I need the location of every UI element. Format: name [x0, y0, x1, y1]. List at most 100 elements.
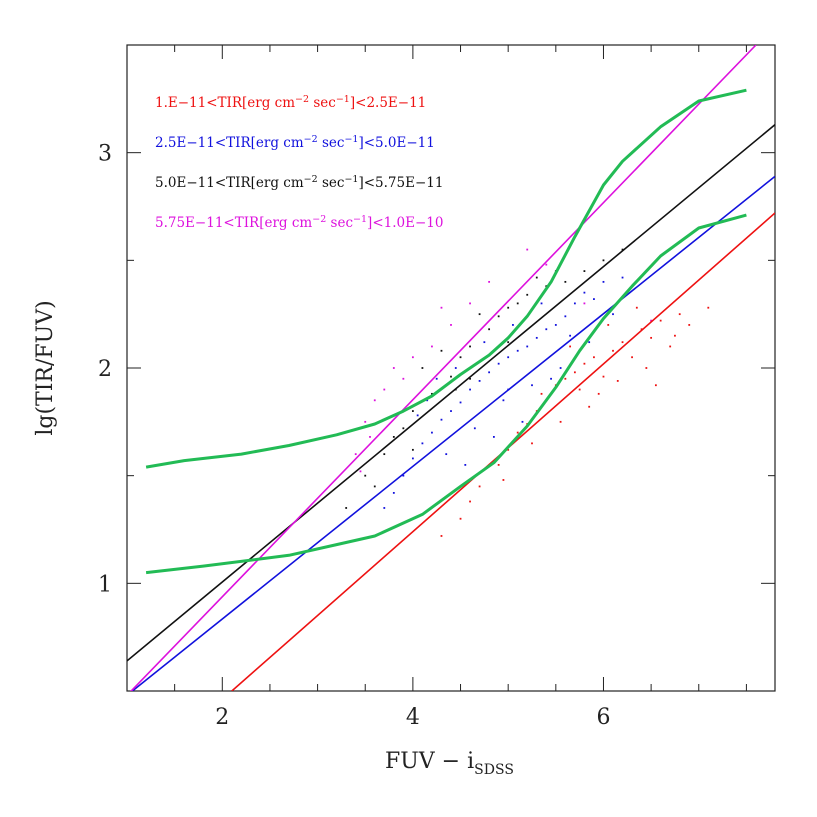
- scatter-point: [502, 399, 505, 402]
- scatter-point: [421, 367, 424, 369]
- scatter-point: [674, 334, 676, 337]
- scatter-point: [478, 313, 481, 316]
- x-tick-label: 2: [215, 705, 229, 730]
- scatter-point: [602, 280, 605, 283]
- scatter-point: [669, 345, 672, 348]
- scatter-point: [521, 420, 524, 423]
- scatter-point: [440, 349, 443, 352]
- legend: 1.E−11<TIR[erg cm−2 sec−1]<2.5E−11 2.5E−1…: [155, 94, 443, 231]
- scatter-point: [383, 388, 386, 391]
- scatter-point: [678, 313, 681, 316]
- legend-text-part: sec: [309, 95, 336, 111]
- scatter-point: [516, 349, 519, 352]
- legend-superscript: −1: [336, 94, 350, 105]
- fit-line: [130, 45, 757, 691]
- scatter-point: [359, 470, 362, 473]
- legend-text-part: 5.75E−11<TIR[erg cm: [155, 215, 312, 231]
- scatter-point: [411, 410, 414, 412]
- scatter-point: [526, 345, 529, 348]
- scatter-point: [545, 263, 548, 266]
- scatter-point: [464, 464, 467, 466]
- legend-entry: 5.75E−11<TIR[erg cm−2 sec−1]<1.0E−10: [155, 214, 443, 231]
- scatter-point: [588, 341, 591, 344]
- scatter-point: [526, 293, 529, 296]
- scatter-point: [383, 453, 386, 456]
- legend-text-part: 2.5E−11<TIR[erg cm: [155, 135, 304, 151]
- legend-text-part: ]<1.0E−10: [367, 215, 443, 231]
- scatter-point: [488, 280, 491, 283]
- scatter-point: [573, 371, 576, 374]
- scatter-point: [392, 491, 395, 494]
- scatter-point: [450, 410, 452, 412]
- scatter-point: [507, 356, 510, 359]
- scatter-point: [369, 436, 371, 438]
- scatter-point: [469, 302, 471, 305]
- scatter-point: [588, 405, 591, 408]
- scatter-point: [593, 356, 595, 359]
- legend-text-part: ]<5.0E−11: [358, 135, 434, 151]
- scatter-point: [554, 324, 557, 326]
- scatter-point: [383, 507, 386, 509]
- legend-text-part: sec: [318, 175, 345, 191]
- scatter-points: [345, 248, 710, 537]
- scatter-point: [583, 291, 586, 294]
- scatter-point: [507, 448, 510, 451]
- x-axis-title-subscript: SDSS: [474, 762, 514, 778]
- legend-superscript: −2: [312, 214, 326, 225]
- scatter-point: [516, 431, 519, 434]
- scatter-point: [635, 306, 638, 309]
- legend-superscript: −1: [344, 134, 358, 145]
- scatter-point: [411, 448, 414, 451]
- legend-superscript: −1: [344, 174, 358, 185]
- legend-superscript: −2: [295, 94, 309, 105]
- scatter-point: [545, 285, 548, 288]
- scatter-point: [602, 375, 605, 378]
- legend-text-part: sec: [326, 215, 353, 231]
- x-axis-title-main: FUV − i: [385, 749, 474, 774]
- scatter-point: [645, 367, 648, 369]
- x-tick-label: 6: [596, 705, 610, 730]
- model-curve: [145, 213, 747, 575]
- scatter-point: [612, 313, 614, 316]
- model-curve: [145, 88, 747, 469]
- scatter-point: [540, 392, 543, 395]
- scatter-point: [583, 302, 586, 305]
- scatter-point: [440, 418, 443, 421]
- scatter-point: [492, 436, 495, 438]
- legend-superscript: −1: [353, 214, 367, 225]
- tick-labels: 2 4 6 1 2 3: [98, 142, 610, 730]
- fit-line: [131, 175, 775, 691]
- scatter-point: [497, 362, 500, 365]
- scatter-point: [559, 367, 562, 369]
- scatter-point: [540, 302, 543, 305]
- scatter-point: [631, 356, 633, 359]
- scatter-point: [354, 453, 357, 456]
- scatter-point: [621, 248, 624, 251]
- scatter-point: [497, 315, 500, 318]
- x-axis-title: FUV − iSDSS: [385, 749, 514, 778]
- scatter-point: [483, 341, 486, 344]
- scatter-point: [502, 479, 505, 481]
- scatter-point: [421, 442, 424, 445]
- scatter-point: [373, 485, 376, 488]
- y-tick-label: 2: [98, 357, 112, 382]
- scatter-point: [707, 306, 710, 309]
- x-tick-label: 4: [406, 705, 420, 730]
- scatter-point: [345, 507, 348, 509]
- legend-entry: 1.E−11<TIR[erg cm−2 sec−1]<2.5E−11: [155, 94, 426, 111]
- scatter-point: [545, 328, 548, 331]
- scatter-point: [573, 302, 576, 305]
- scatter-point: [450, 375, 452, 378]
- legend-text-part: sec: [318, 135, 345, 151]
- scatter-point: [593, 298, 595, 300]
- scatter-point: [364, 474, 367, 477]
- scatter-point: [621, 341, 624, 344]
- scatter-point: [497, 464, 500, 466]
- scatter-point: [583, 270, 586, 272]
- scatter-point: [607, 324, 610, 326]
- scatter-point: [411, 356, 414, 359]
- scatter-point: [616, 380, 619, 382]
- scatter-point: [426, 399, 429, 402]
- scatter-point: [583, 362, 586, 365]
- scatter-point: [654, 384, 657, 387]
